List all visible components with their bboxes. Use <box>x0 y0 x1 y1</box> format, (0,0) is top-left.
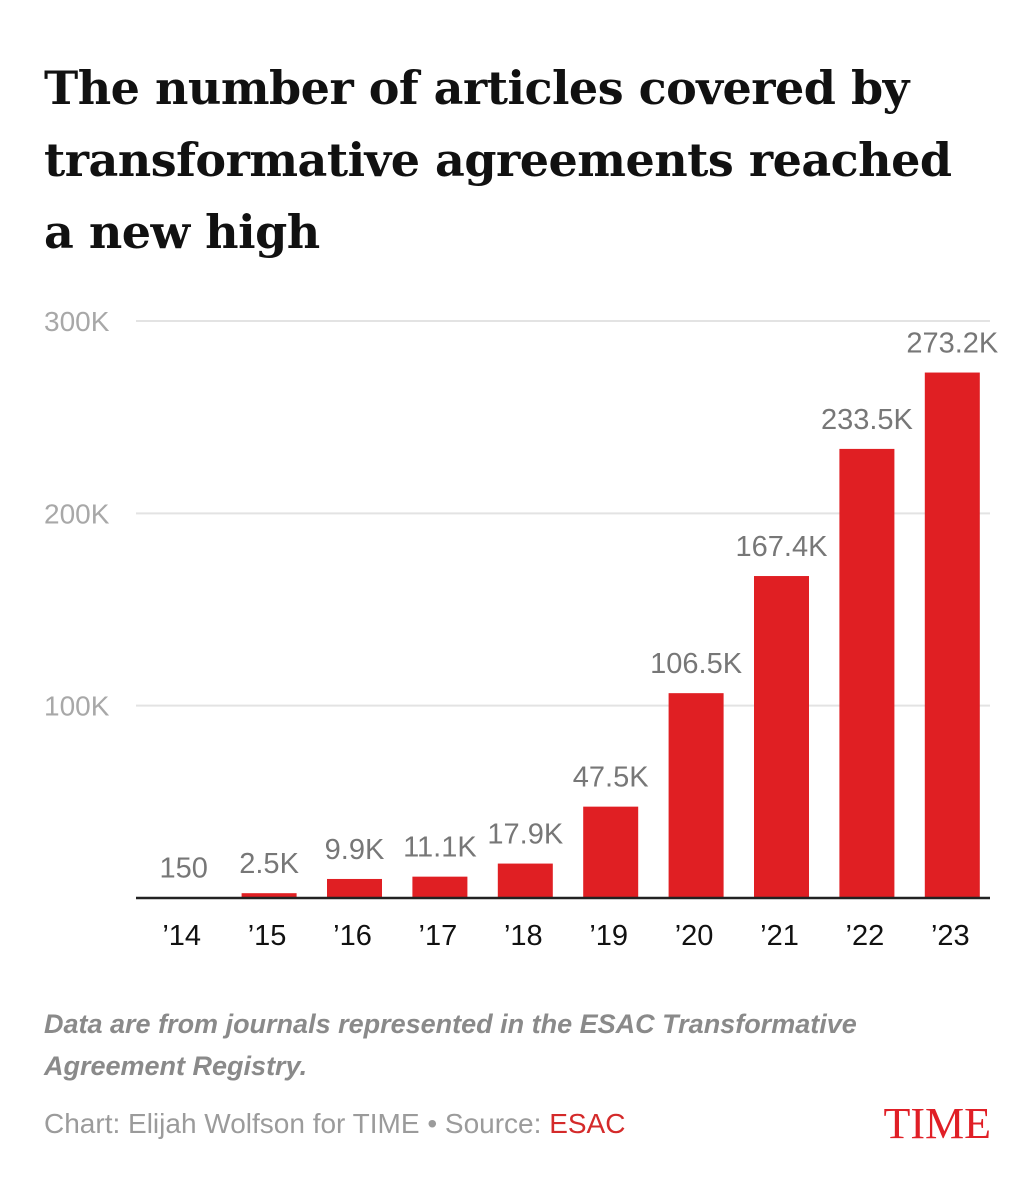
y-tick-label: 300K <box>44 306 110 337</box>
data-label: 2.5K <box>239 848 299 880</box>
x-tick-label: ’16 <box>333 920 372 952</box>
x-tick-label: ’20 <box>675 920 714 952</box>
bar <box>839 448 895 898</box>
bar-chart: 100K 200K 300K 150 ’14 2.5K ’15 9.9K ’16 11.1K ’1… <box>44 306 999 952</box>
x-tick-label: ’23 <box>931 920 970 952</box>
data-label: 17.9K <box>487 819 563 851</box>
x-tick-label: ’17 <box>419 920 458 952</box>
source-link[interactable]: ESAC <box>549 1108 626 1139</box>
data-label: 11.1K <box>403 832 477 864</box>
time-logo: TIME <box>883 1099 991 1148</box>
x-tick-label: ’21 <box>760 920 799 952</box>
credit-text: Chart: Elijah Wolfson for TIME • Source: <box>44 1108 550 1139</box>
bar <box>583 806 639 898</box>
bar <box>924 372 980 899</box>
data-label: 47.5K <box>573 762 649 794</box>
x-tick-label: ’15 <box>248 920 287 952</box>
x-tick-label: ’18 <box>504 920 543 952</box>
bar <box>412 876 468 898</box>
bar <box>754 576 809 898</box>
data-label: 273.2K <box>906 328 999 360</box>
bar <box>327 878 382 898</box>
bar <box>497 863 553 898</box>
data-label: 106.5K <box>650 648 743 680</box>
y-tick-label: 100K <box>44 691 110 722</box>
data-label: 9.9K <box>325 834 385 866</box>
x-tick-label: ’22 <box>846 920 885 952</box>
bar <box>668 693 724 898</box>
chart-note: Data are from journals represented in th… <box>44 1009 857 1081</box>
x-tick-label: ’19 <box>589 920 628 952</box>
chart-credit: Chart: Elijah Wolfson for TIME • Source:… <box>44 1108 625 1140</box>
data-label: 167.4K <box>736 531 829 563</box>
data-label: 150 <box>160 853 208 885</box>
x-tick-label: ’14 <box>162 920 201 952</box>
data-label: 233.5K <box>821 404 914 436</box>
bar <box>241 893 297 898</box>
chart-title: The number of articles covered by transf… <box>44 61 952 259</box>
y-tick-label: 200K <box>44 498 110 529</box>
